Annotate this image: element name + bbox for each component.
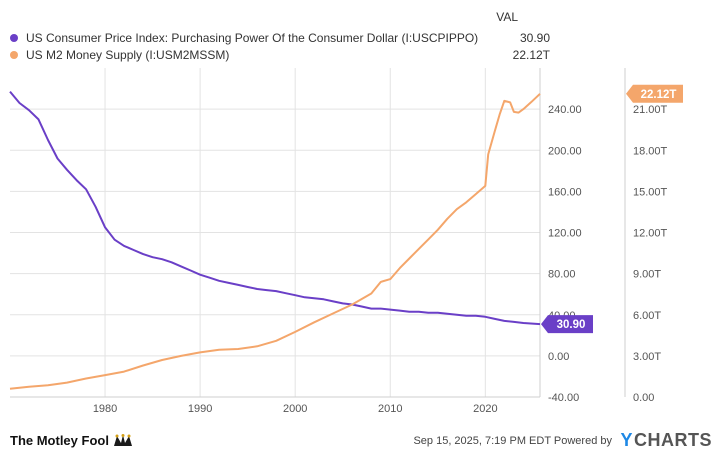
line-chart: 19801990200020102020-40.000.0040.0080.00… — [9, 68, 683, 415]
left-axis-tick-label: 160.00 — [548, 186, 582, 198]
legend-item-cpi[interactable]: US Consumer Price Index: Purchasing Powe… — [10, 30, 550, 46]
legend: VAL US Consumer Price Index: Purchasing … — [0, 0, 720, 66]
legend-value-header: VAL — [496, 10, 518, 24]
motley-fool-logo: The Motley Fool — [10, 433, 133, 448]
cpi-purchasing-power-line — [9, 90, 541, 326]
cpi-end-value-flag — [541, 315, 593, 334]
right-axis-tick-label: 12.00T — [633, 228, 668, 240]
footer: The Motley Fool Sep 15, 2025, 7:19 PM ED… — [0, 424, 720, 456]
ycharts-logo[interactable]: Y CHARTS — [620, 430, 712, 451]
jester-hat-icon — [113, 433, 132, 446]
right-axis-tick-label: 3.00T — [633, 351, 661, 363]
left-axis-tick-label: 80.00 — [548, 269, 576, 281]
right-axis-tick-label: 6.00T — [633, 310, 661, 322]
x-tick-label: 2000 — [283, 403, 307, 415]
m2-money-supply-line — [9, 93, 541, 390]
footer-stamp: Sep 15, 2025, 7:19 PM EDT Powered by — [413, 435, 612, 447]
series-color-dot — [10, 51, 18, 59]
m2-end-value-flag — [626, 84, 683, 103]
right-axis-tick-label: 15.00T — [633, 186, 668, 198]
legend-item-label: US Consumer Price Index: Purchasing Powe… — [26, 31, 479, 45]
right-axis-tick-label: 0.00 — [633, 392, 654, 404]
legend-item-value: 30.90 — [519, 31, 550, 45]
legend-item-label: US M2 Money Supply (I:USM2MSSM) — [26, 48, 230, 62]
powered-by-label: Powered by — [553, 435, 612, 447]
x-tick-label: 1990 — [188, 403, 212, 415]
m2-end-value-label: 22.12T — [641, 89, 677, 101]
ycharts-logo-y: Y — [620, 430, 633, 450]
brand-name: The Motley Fool — [10, 433, 109, 448]
left-axis-tick-label: 240.00 — [548, 104, 582, 116]
left-axis-tick-label: 120.00 — [548, 228, 582, 240]
right-axis-tick-label: 18.00T — [633, 145, 668, 157]
x-tick-label: 2020 — [473, 403, 497, 415]
legend-item-m2[interactable]: US M2 Money Supply (I:USM2MSSM) 22.12T — [10, 47, 550, 63]
cpi-end-value-label: 30.90 — [557, 319, 586, 331]
timestamp: Sep 15, 2025, 7:19 PM EDT — [413, 435, 551, 447]
ycharts-logo-text: CHARTS — [634, 430, 712, 450]
legend-item-value: 22.12T — [512, 48, 550, 62]
series-color-dot — [10, 34, 18, 42]
left-axis-tick-label: -40.00 — [548, 392, 579, 404]
left-axis-tick-label: 0.00 — [548, 351, 569, 363]
right-axis-tick-label: 21.00T — [633, 104, 668, 116]
left-axis-tick-label: 200.00 — [548, 145, 582, 157]
x-tick-label: 1980 — [93, 403, 117, 415]
x-tick-label: 2010 — [378, 403, 402, 415]
right-axis-tick-label: 9.00T — [633, 269, 661, 281]
